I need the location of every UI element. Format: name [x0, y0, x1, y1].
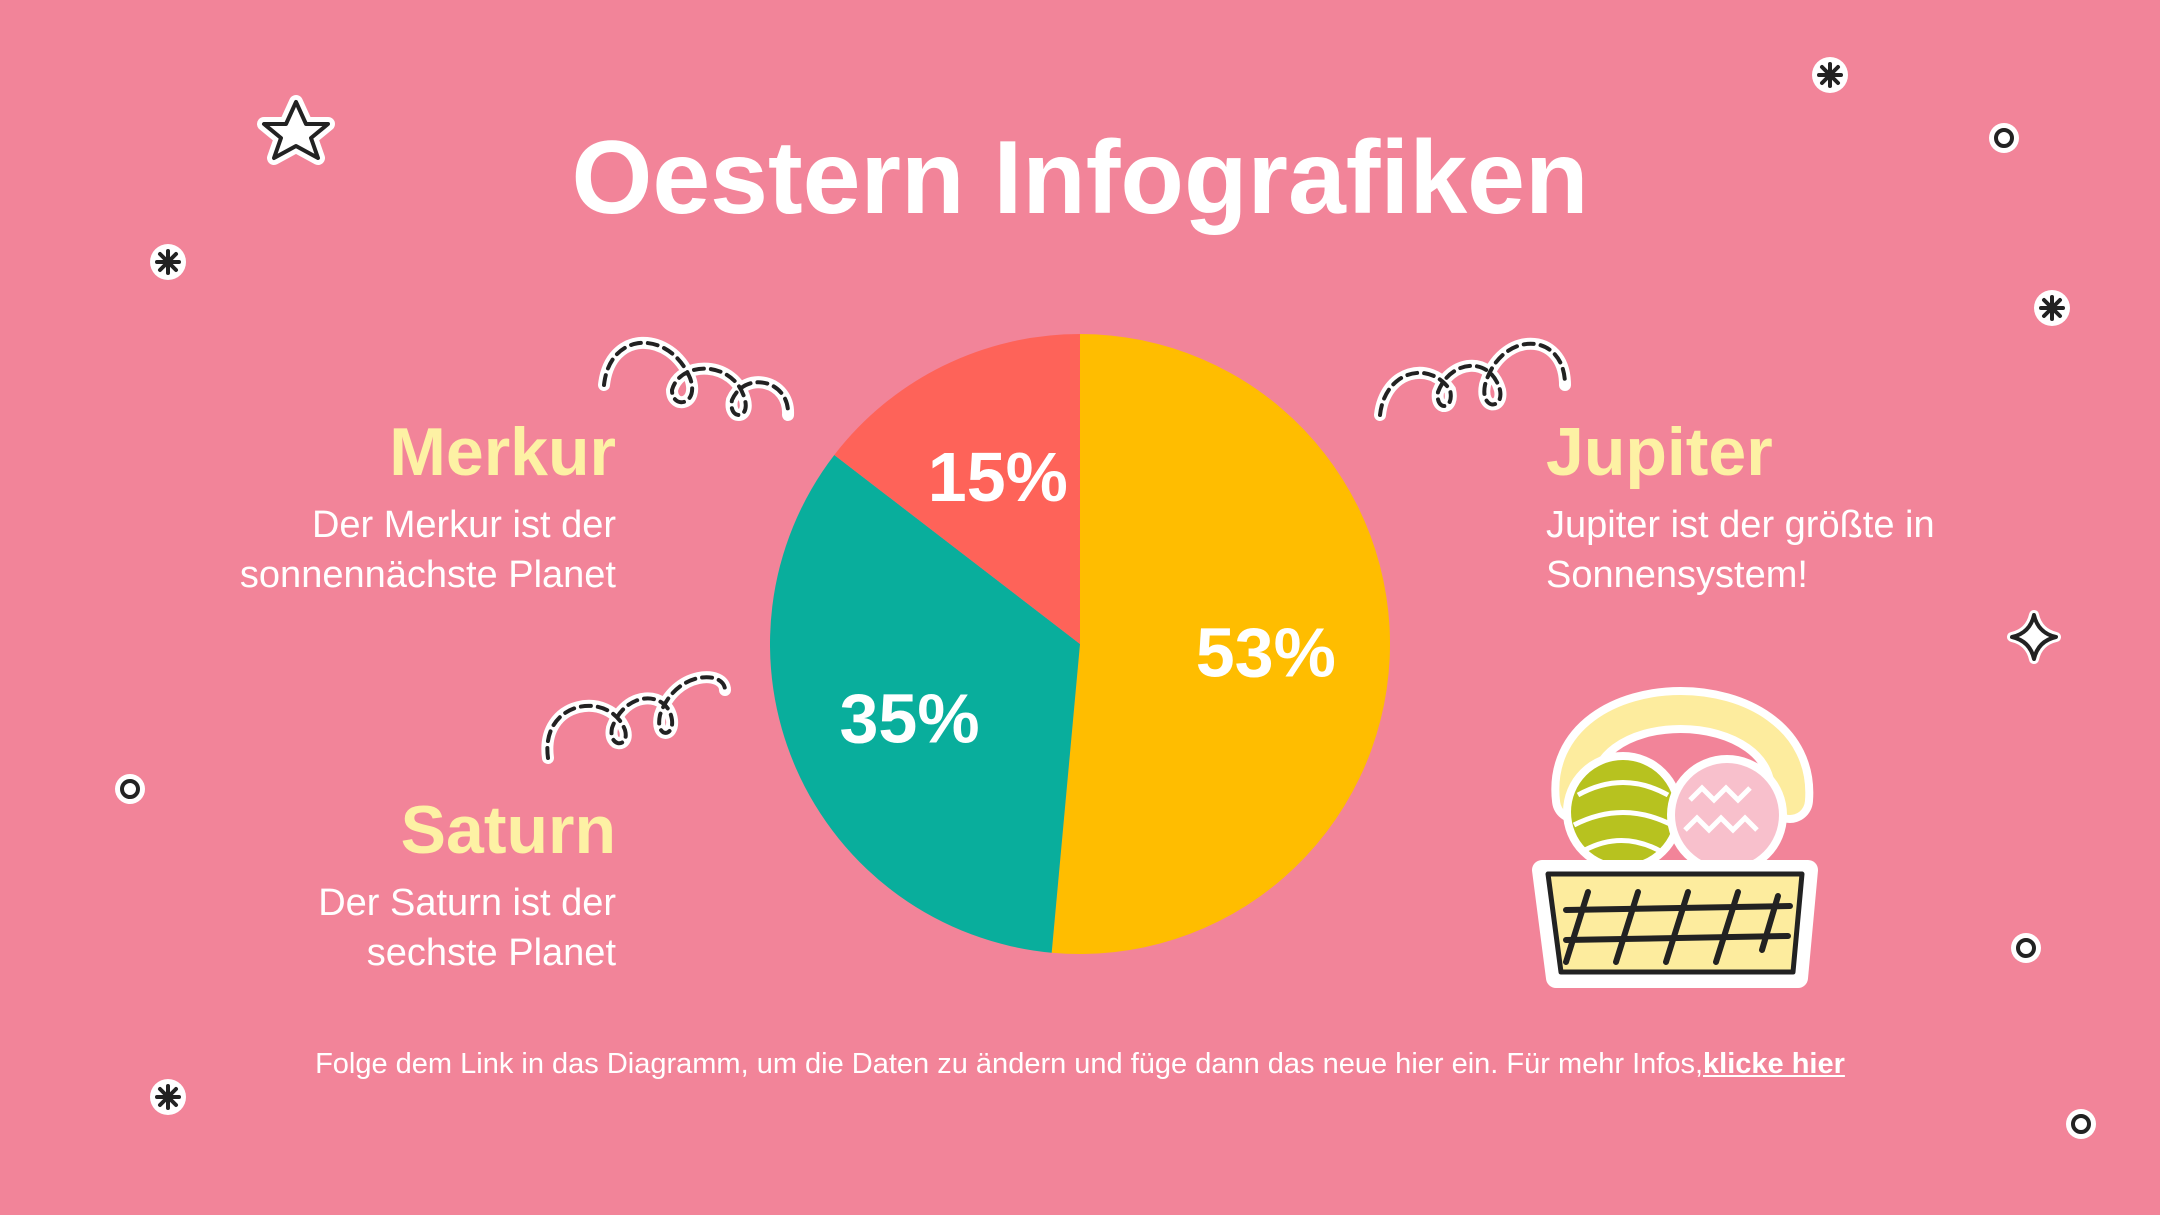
pie-slice-label: 53%: [1196, 614, 1336, 692]
pie-slice: [834, 334, 1080, 644]
ring-icon: [115, 123, 2096, 1139]
jupiter-description: Jupiter ist der größte in Sonnensystem!: [1546, 500, 2106, 600]
merkur-block: Merkur Der Merkur ist der sonnennächste …: [56, 412, 616, 600]
saturn-line-2: sechste Planet: [366, 932, 616, 974]
jupiter-line-1: Jupiter ist der größte in: [1546, 504, 1935, 546]
easter-basket-icon: [1532, 687, 1818, 988]
footer-note: Folge dem Link in das Diagramm, um die D…: [0, 1044, 2160, 1084]
page-title: Oestern Infografiken: [571, 120, 1589, 236]
jupiter-block: Jupiter Jupiter ist der größte in Sonnen…: [1546, 412, 2106, 600]
pie-slice: [1051, 333, 1391, 954]
footer-text: Folge dem Link in das Diagramm, um die D…: [315, 1048, 1704, 1080]
asterisk-icon: [150, 57, 2070, 1115]
merkur-heading: Merkur: [389, 414, 616, 490]
sparkle-icon: [2007, 610, 2061, 664]
jupiter-line-2: Sonnensystem!: [1546, 554, 1808, 596]
jupiter-heading: Jupiter: [1546, 414, 1773, 490]
pie-slice: [770, 454, 1080, 953]
merkur-line-2: sonnennächste Planet: [239, 554, 616, 596]
merkur-line-1: Der Merkur ist der: [311, 504, 616, 546]
star-doodle-icon: [257, 95, 335, 165]
pie-slice-label: 35%: [839, 679, 979, 757]
more-info-link[interactable]: klicke hier: [1703, 1048, 1845, 1080]
pie-slice-label: 15%: [928, 438, 1068, 516]
saturn-heading: Saturn: [400, 792, 616, 868]
saturn-description: Der Saturn ist der sechste Planet: [56, 878, 616, 978]
saturn-block: Saturn Der Saturn ist der sechste Planet: [56, 790, 616, 978]
saturn-line-1: Der Saturn ist der: [318, 882, 616, 924]
merkur-description: Der Merkur ist der sonnennächste Planet: [56, 500, 616, 600]
